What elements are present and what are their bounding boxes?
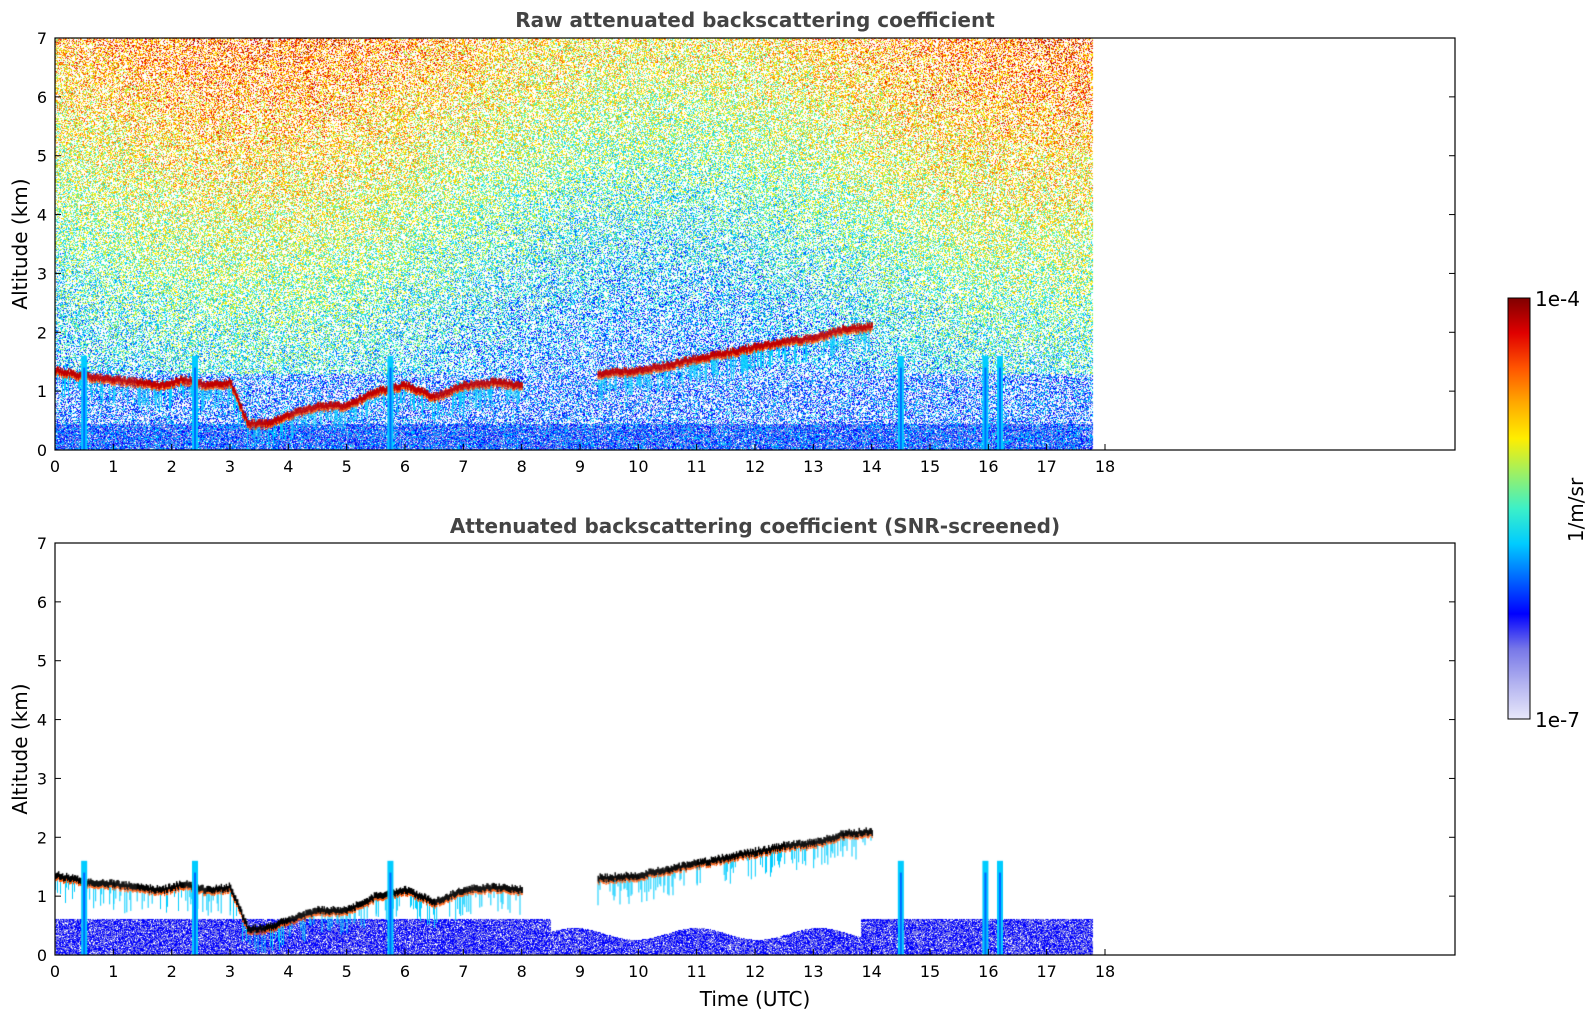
panel1-y-label: Altitude (km) xyxy=(8,178,32,309)
p1-y-tick-label: 6 xyxy=(37,88,47,107)
p2-x-tick-label: 1 xyxy=(108,962,118,981)
p1-x-tick-label: 15 xyxy=(920,457,940,476)
p2-y-tick-label: 1 xyxy=(37,887,47,906)
p1-x-tick-label: 0 xyxy=(50,457,60,476)
p2-x-tick-label: 8 xyxy=(517,962,527,981)
p1-x-tick-label: 14 xyxy=(861,457,881,476)
p1-x-tick-label: 5 xyxy=(342,457,352,476)
p2-y-tick-label: 6 xyxy=(37,593,47,612)
p1-y-tick-label: 2 xyxy=(37,323,47,342)
p1-x-tick-label: 3 xyxy=(225,457,235,476)
colorbar-bar xyxy=(1507,297,1531,720)
panel1-heatmap xyxy=(55,38,1455,450)
p2-y-tick-label: 7 xyxy=(37,534,47,553)
panel2-heatmap xyxy=(55,543,1455,955)
p2-y-tick-label: 2 xyxy=(37,828,47,847)
p2-x-tick-label: 14 xyxy=(861,962,881,981)
p1-heatmap-image xyxy=(55,38,1455,450)
p1-x-tick-label: 18 xyxy=(1095,457,1115,476)
p2-x-tick-label: 10 xyxy=(628,962,648,981)
p2-x-tick-label: 17 xyxy=(1036,962,1056,981)
p1-y-tick-label: 4 xyxy=(37,206,47,225)
p1-x-tick-label: 16 xyxy=(978,457,998,476)
p2-x-tick-label: 0 xyxy=(50,962,60,981)
colorbar-max-label: 1e-4 xyxy=(1535,287,1580,311)
p1-x-tick-label: 11 xyxy=(686,457,706,476)
p2-x-tick-label: 11 xyxy=(686,962,706,981)
p2-x-tick-label: 2 xyxy=(167,962,177,981)
p1-x-tick-label: 4 xyxy=(283,457,293,476)
panel2-y-axis: 0 1 2 3 4 5 6 7 xyxy=(37,534,1455,965)
p1-x-tick-label: 13 xyxy=(803,457,823,476)
p1-x-tick-label: 9 xyxy=(575,457,585,476)
p1-y-tick-label: 5 xyxy=(37,147,47,166)
p2-x-tick-label: 4 xyxy=(283,962,293,981)
p1-x-tick-label: 8 xyxy=(517,457,527,476)
p2-y-tick-label: 5 xyxy=(37,652,47,671)
p2-x-tick-label: 18 xyxy=(1095,962,1115,981)
p1-x-tick-label: 17 xyxy=(1036,457,1056,476)
panel2-x-label: Time (UTC) xyxy=(699,987,811,1011)
p2-heatmap-image xyxy=(55,543,1455,955)
p1-x-tick-label: 7 xyxy=(458,457,468,476)
snr-screened-panel: Attenuated backscattering coefficient (S… xyxy=(8,514,1456,1011)
p2-x-tick-label: 6 xyxy=(400,962,410,981)
colorbar: 1e-4 1e-7 1/m/sr xyxy=(1507,287,1588,732)
p1-y-tick-label: 1 xyxy=(37,382,47,401)
p2-y-tick-label: 4 xyxy=(37,711,47,730)
p2-x-tick-label: 7 xyxy=(458,962,468,981)
p2-x-tick-label: 13 xyxy=(803,962,823,981)
p2-y-tick-label: 3 xyxy=(37,769,47,788)
p1-x-tick-label: 12 xyxy=(745,457,765,476)
colorbar-min-label: 1e-7 xyxy=(1535,708,1580,732)
panel1-y-axis: 0 1 2 3 4 5 6 7 xyxy=(37,29,1455,460)
p2-x-tick-label: 15 xyxy=(920,962,940,981)
p2-x-tick-label: 12 xyxy=(745,962,765,981)
p1-x-tick-label: 2 xyxy=(167,457,177,476)
panel2-title: Attenuated backscattering coefficient (S… xyxy=(450,514,1060,538)
p2-x-tick-label: 16 xyxy=(978,962,998,981)
p1-x-tick-label: 10 xyxy=(628,457,648,476)
p1-x-tick-label: 6 xyxy=(400,457,410,476)
p1-y-tick-label: 7 xyxy=(37,29,47,48)
raw-backscatter-panel: Raw attenuated backscattering coefficien… xyxy=(8,8,1456,476)
panel1-x-axis: 0 1 2 3 4 5 6 7 8 9 10 11 12 13 14 15 16 17 18 xyxy=(50,444,1115,476)
colorbar-unit-label: 1/m/sr xyxy=(1564,477,1588,542)
p1-y-tick-label: 0 xyxy=(37,441,47,460)
p2-x-tick-label: 3 xyxy=(225,962,235,981)
panel1-title: Raw attenuated backscattering coefficien… xyxy=(515,8,995,32)
p1-y-tick-label: 3 xyxy=(37,264,47,283)
p2-x-tick-label: 9 xyxy=(575,962,585,981)
p1-x-tick-label: 1 xyxy=(108,457,118,476)
p2-y-tick-label: 0 xyxy=(37,946,47,965)
p2-x-tick-label: 5 xyxy=(342,962,352,981)
panel2-x-axis: 0 1 2 3 4 5 6 7 8 9 10 11 12 13 14 15 16 17 18 xyxy=(50,949,1115,981)
panel2-y-label: Altitude (km) xyxy=(8,683,32,814)
